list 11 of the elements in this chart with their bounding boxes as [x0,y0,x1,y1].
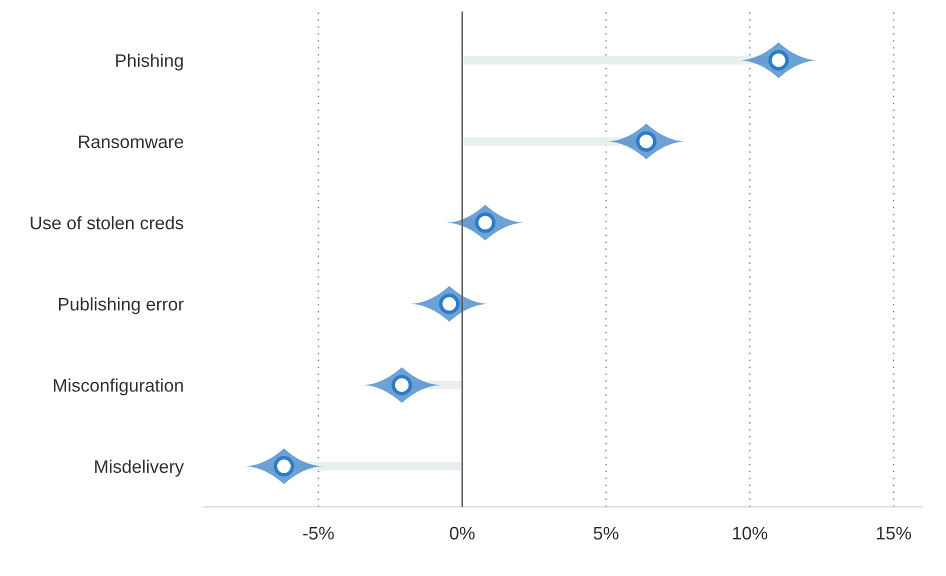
y-tick-label: Misconfiguration [54,378,183,396]
y-tick-label: Phishing [116,54,183,71]
y-tick-label: Publishing error [58,297,184,314]
x-tick-label: 5% [594,526,618,540]
x-tick-label: -5% [303,526,334,540]
x-tick-label: 15% [876,526,912,540]
y-tick-label: Misdelivery [95,460,184,477]
x-tick-label: 0% [450,526,475,540]
y-tick-label: Ransomware [79,136,184,148]
y-tick-label: Use of stolen creds [30,216,184,230]
x-tick-label: 10% [733,526,768,540]
